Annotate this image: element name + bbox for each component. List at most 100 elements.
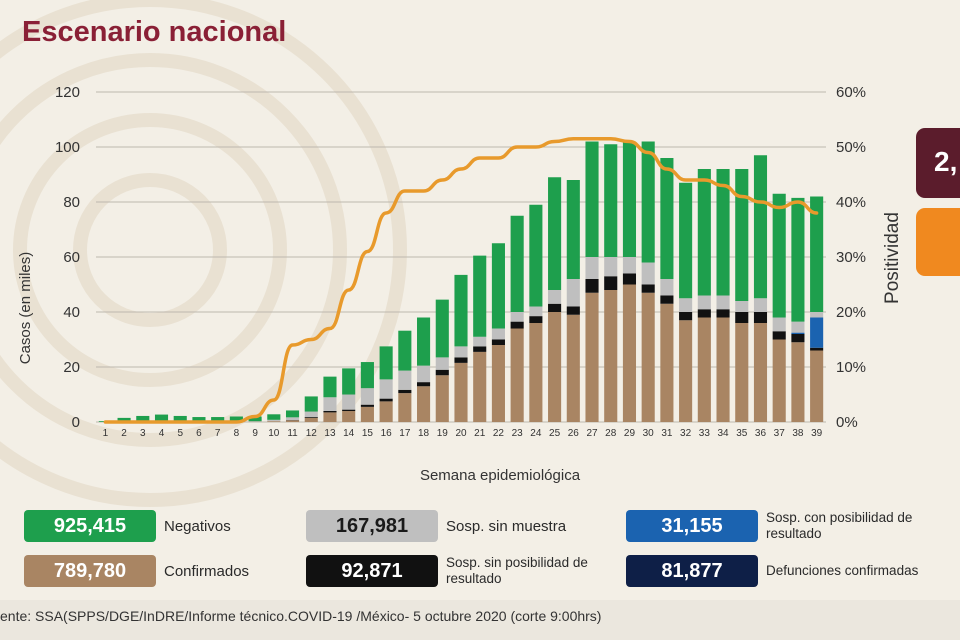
negativos-value: 925,415 xyxy=(24,510,156,542)
x-tick-label: 37 xyxy=(774,428,786,439)
bar-segment xyxy=(285,410,300,418)
bar-segment xyxy=(323,412,337,423)
y-tick-label: 80 xyxy=(63,194,80,211)
y-tick-label: 60 xyxy=(63,249,80,266)
bar-segment xyxy=(417,386,431,422)
bar-segment xyxy=(697,169,711,296)
bar-segment xyxy=(810,196,824,312)
bar-segment xyxy=(660,295,674,304)
bar-segment xyxy=(510,312,524,322)
bar-segment xyxy=(791,332,805,335)
page-title: Escenario nacional xyxy=(22,16,287,48)
bar-segment xyxy=(791,342,805,422)
bar-segment xyxy=(753,323,768,422)
y-axis-ticks: 0 20 40 60 80 100 120 xyxy=(55,84,80,431)
bar-segment xyxy=(435,369,449,376)
x-tick-label: 23 xyxy=(512,428,524,439)
bar-segment xyxy=(660,279,674,296)
bar-segment xyxy=(753,155,768,299)
bar-segment xyxy=(323,397,337,411)
bar-segment xyxy=(679,320,693,422)
sin-posibilidad-label: Sosp. sin posibilidad de resultado xyxy=(446,555,588,586)
bar-segment xyxy=(566,306,580,315)
bar-segment xyxy=(735,312,749,323)
bar-segment xyxy=(454,346,468,358)
bar-segment xyxy=(379,398,393,402)
bar-segment xyxy=(342,411,356,422)
bar-segment xyxy=(604,276,618,290)
y2-axis-ticks: 0% 10% 20% 30% 40% 50% 60% xyxy=(836,84,866,431)
bar-segment xyxy=(192,417,206,422)
bar-segment xyxy=(267,419,281,422)
bars xyxy=(98,141,824,423)
bar-segment xyxy=(360,404,374,407)
bar-segment xyxy=(529,316,543,324)
bar-segment xyxy=(454,274,468,347)
bar-segment xyxy=(117,417,131,423)
x-tick-label: 34 xyxy=(717,428,729,439)
bar-segment xyxy=(622,284,637,422)
bar-segment xyxy=(772,339,786,422)
x-tick-label: 6 xyxy=(196,428,202,439)
bar-segment xyxy=(248,421,262,422)
bar-segment xyxy=(473,351,487,423)
bar-segment xyxy=(398,389,412,394)
x-tick-label: 17 xyxy=(399,428,411,439)
bar-segment xyxy=(398,330,412,371)
x-tick-label: 1 xyxy=(103,428,109,439)
bar-segment xyxy=(491,328,505,340)
bar-segment xyxy=(248,416,262,422)
x-tick-label: 5 xyxy=(177,428,183,439)
bar-segment xyxy=(660,158,674,279)
side-positividad-box xyxy=(916,208,960,276)
footer: ente: SSA(SPPS/DGE/InDRE/Informe técnico… xyxy=(0,600,960,640)
bar-segment xyxy=(304,417,318,418)
x-tick-label: 36 xyxy=(755,428,767,439)
x-tick-label: 21 xyxy=(474,428,486,439)
bar-segment xyxy=(454,362,468,423)
bar-segment xyxy=(473,255,487,337)
x-tick-label: 22 xyxy=(493,428,505,439)
bar-segment xyxy=(323,411,337,413)
bar-segment xyxy=(211,417,225,422)
bar-segment xyxy=(473,336,487,347)
bar-segment xyxy=(716,317,730,422)
bar-segment xyxy=(529,323,543,422)
x-tick-label: 3 xyxy=(140,428,146,439)
x-tick-label: 20 xyxy=(455,428,467,439)
x-tick-label: 32 xyxy=(680,428,692,439)
bar-segment xyxy=(753,312,768,323)
bar-segment xyxy=(342,368,356,395)
bar-segment xyxy=(791,197,805,322)
x-tick-label: 24 xyxy=(530,428,542,439)
bar-segment xyxy=(641,284,655,293)
y-tick-label: 40 xyxy=(63,304,80,321)
con-posibilidad-label: Sosp. con posibilidad de resultado xyxy=(766,510,913,541)
x-tick-label: 35 xyxy=(736,428,748,439)
x-tick-label: 12 xyxy=(306,428,318,439)
y-tick-label: 100 xyxy=(55,139,80,156)
bar-segment xyxy=(566,279,580,307)
x-tick-label: 4 xyxy=(159,428,165,439)
bar-segment xyxy=(435,357,449,370)
bar-segment xyxy=(753,298,768,312)
positividad-line xyxy=(103,137,819,424)
bar-segment xyxy=(285,420,300,422)
bar-segment xyxy=(491,339,505,345)
bar-segment xyxy=(772,317,786,332)
x-tick-label: 33 xyxy=(699,428,711,439)
bar-segment xyxy=(772,193,786,318)
side-total-text: 2, xyxy=(934,146,958,177)
x-tick-label: 16 xyxy=(381,428,393,439)
x-tick-label: 13 xyxy=(324,428,336,439)
bar-segment xyxy=(716,309,730,318)
defunciones-value: 81,877 xyxy=(626,555,758,587)
y2-tick-label: 60% xyxy=(836,84,866,101)
bar-segment xyxy=(585,257,599,279)
bar-segment xyxy=(585,292,599,422)
bar-segment xyxy=(810,317,824,348)
x-tick-label: 2 xyxy=(121,428,127,439)
bar-segment xyxy=(716,169,730,296)
bar-segment xyxy=(529,306,543,317)
